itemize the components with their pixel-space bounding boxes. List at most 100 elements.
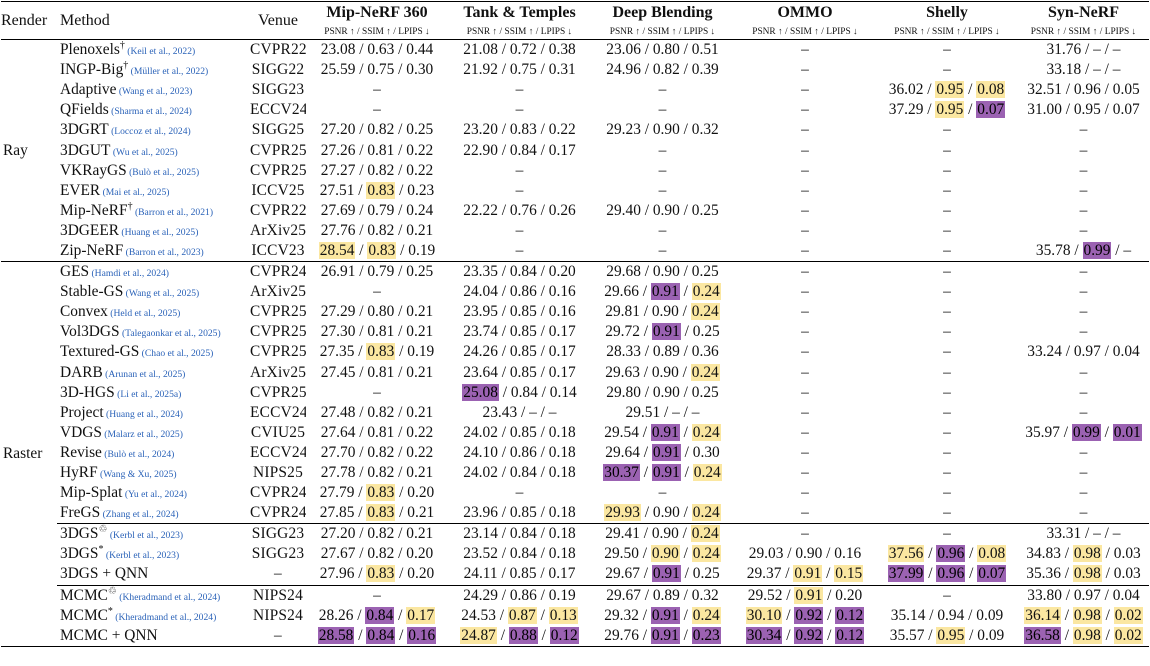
metric-text: 29.72 / <box>605 323 652 341</box>
metric-cell: 24.26 / 0.85 / 0.17 <box>448 342 591 362</box>
metric-text: – <box>943 525 951 543</box>
best-highlight: 0.16 <box>407 626 437 644</box>
metric-cell: 33.80 / 0.97 / 0.04 <box>1018 584 1149 606</box>
citation-link[interactable]: (Chao et al., 2025) <box>139 348 214 360</box>
metric-text: 29.51 / – / – <box>625 403 700 421</box>
citation-link[interactable]: (Malarz et al., 2025) <box>101 428 183 440</box>
citation-link[interactable]: (Kheradmand et al., 2024) <box>112 611 217 623</box>
dataset-header: Mip-NeRF 360 <box>326 4 428 21</box>
citation-link[interactable]: (Kerbl et al., 2023) <box>103 550 180 562</box>
metric-cell: – <box>734 363 876 383</box>
citation-link[interactable]: (Barron et al., 2021) <box>132 206 214 218</box>
citation-link[interactable]: (Talegaonkar et al., 2025) <box>119 328 221 340</box>
metric-text: 26.91 / 0.79 / 0.25 <box>320 263 434 281</box>
metric-text: 31.76 / – / – <box>1046 41 1121 59</box>
metric-text: 35.57 / <box>889 626 937 644</box>
metric-cell: 28.26 / 0.84 / 0.17 <box>306 606 448 626</box>
metric-text: – <box>515 241 524 259</box>
citation-link[interactable]: (Wu et al., 2025) <box>110 146 178 158</box>
citation-link[interactable]: (Huang et al., 2025) <box>119 226 199 238</box>
dataset-header: Shelly <box>926 4 968 21</box>
metric-text: – <box>801 141 809 159</box>
metric-text: – <box>943 263 951 281</box>
table-row: Mip-NeRF† (Barron et al., 2021) CVPR22 27.… <box>1 201 1149 221</box>
metric-cell: 29.50 / 0.90 / 0.24 <box>591 544 734 564</box>
table-row: Mip-Splat (Yu et al., 2024) CVPR24 27.79 /… <box>1 483 1149 503</box>
metric-text: / <box>823 626 836 644</box>
metric-text: / 0.03 <box>1101 545 1141 563</box>
method-name: 3DGUT <box>60 141 111 159</box>
metric-cell: 30.10 / 0.92 / 0.12 <box>734 606 876 626</box>
metric-cell: – <box>591 140 734 160</box>
method-cell: GES (Hamdi et al., 2024) <box>57 261 250 283</box>
metric-cell: 32.51 / 0.96 / 0.05 <box>1018 80 1149 100</box>
citation-link[interactable]: (Wang et al., 2025) <box>123 288 200 300</box>
metric-text: / <box>924 545 937 563</box>
metric-cell: – <box>448 80 591 100</box>
metric-text: 28.33 / 0.89 / 0.36 <box>606 343 719 361</box>
metric-cell: – <box>734 181 876 201</box>
metric-cell: – <box>1018 383 1149 403</box>
method-name: INGP-Big <box>60 61 124 79</box>
metric-text: – <box>801 121 809 139</box>
citation-link[interactable]: (Wang & Xu, 2025) <box>97 469 177 481</box>
metric-text: 29.64 / <box>605 443 652 461</box>
metric-text: / <box>964 81 977 99</box>
metric-text: – <box>1079 484 1088 502</box>
metric-cell: 27.29 / 0.80 / 0.21 <box>306 302 448 322</box>
method-name: 3DGS + QNN <box>60 565 149 583</box>
metric-text: 35.78 / <box>1035 241 1083 259</box>
best-highlight: 0.91 <box>650 423 680 441</box>
metric-text: / – <box>1111 241 1132 259</box>
metric-cell: – <box>306 80 448 100</box>
method-cell: 3DGEER (Huang et al., 2025) <box>57 221 250 241</box>
metric-cell: – <box>734 443 876 463</box>
metric-text: 27.85 / <box>319 504 367 522</box>
citation-link[interactable]: (Huang et al., 2024) <box>103 408 184 420</box>
citation-link[interactable]: (Barron et al., 2023) <box>123 246 204 258</box>
citation-link[interactable]: (Kerbl et al., 2023) <box>107 530 184 542</box>
best-highlight: 0.88 <box>508 626 538 644</box>
table-row: FreGS (Zhang et al., 2024) CVPR24 27.85 / … <box>1 503 1149 524</box>
citation-link[interactable]: (Sharma et al., 2024) <box>108 106 192 118</box>
citation-link[interactable]: (Loccoz et al., 2024) <box>108 126 191 138</box>
citation-link[interactable]: (Mai et al., 2025) <box>100 186 170 198</box>
method-cell: EVER (Mai et al., 2025) <box>57 181 250 201</box>
metric-text: 33.31 / – / – <box>1046 525 1121 543</box>
best-highlight: 0.91 <box>651 443 681 461</box>
second-best-highlight: 0.83 <box>366 565 396 583</box>
metric-text: – <box>943 241 951 259</box>
citation-link[interactable]: (Zhang et al., 2024) <box>100 509 179 521</box>
method-cell: 3D-HGS (Li et al., 2025a) <box>57 383 250 403</box>
citation-link[interactable]: (Arunan et al., 2025) <box>102 368 186 380</box>
method-marker: * <box>98 544 104 556</box>
metric-cell: 35.36 / 0.98 / 0.03 <box>1018 564 1149 585</box>
citation-link[interactable]: (Bulò et al., 2025) <box>126 166 200 178</box>
metric-text: 27.79 / <box>319 484 367 502</box>
method-name: Textured-GS <box>60 343 140 361</box>
citation-link[interactable]: (Keil et al., 2022) <box>124 46 196 58</box>
metric-cell: 23.06 / 0.80 / 0.51 <box>591 40 734 61</box>
citation-link[interactable]: (Yu et al., 2024) <box>122 489 187 501</box>
metric-cell: – <box>876 342 1018 362</box>
citation-link[interactable]: (Kheradmand et al., 2024) <box>116 591 221 603</box>
best-highlight: 0.07 <box>976 101 1006 119</box>
metric-text: – <box>801 443 809 461</box>
metric-text: 23.52 / 0.84 / 0.18 <box>463 545 576 563</box>
metric-text: – <box>943 323 951 341</box>
citation-link[interactable]: (Held et al., 2025) <box>107 308 181 320</box>
citation-link[interactable]: (Wang et al., 2023) <box>116 86 193 98</box>
metric-text: / 0.20 <box>395 484 435 502</box>
citation-link[interactable]: (Li et al., 2025a) <box>114 388 182 400</box>
metric-cell: – <box>1018 503 1149 524</box>
metric-cell: 29.23 / 0.90 / 0.32 <box>591 120 734 140</box>
citation-link[interactable]: (Hamdi et al., 2024) <box>89 268 170 280</box>
metric-cell: – <box>734 221 876 241</box>
citation-link[interactable]: (Müller et al., 2022) <box>128 66 209 78</box>
citation-link[interactable]: (Bulò et al., 2024) <box>101 448 175 460</box>
second-best-highlight: 0.90 <box>650 545 680 563</box>
metric-cell: 24.02 / 0.85 / 0.18 <box>448 423 591 443</box>
metric-text: / 0.25 <box>680 565 720 583</box>
metric-cell: 29.68 / 0.90 / 0.25 <box>591 261 734 283</box>
metric-cell: 27.45 / 0.81 / 0.21 <box>306 363 448 383</box>
